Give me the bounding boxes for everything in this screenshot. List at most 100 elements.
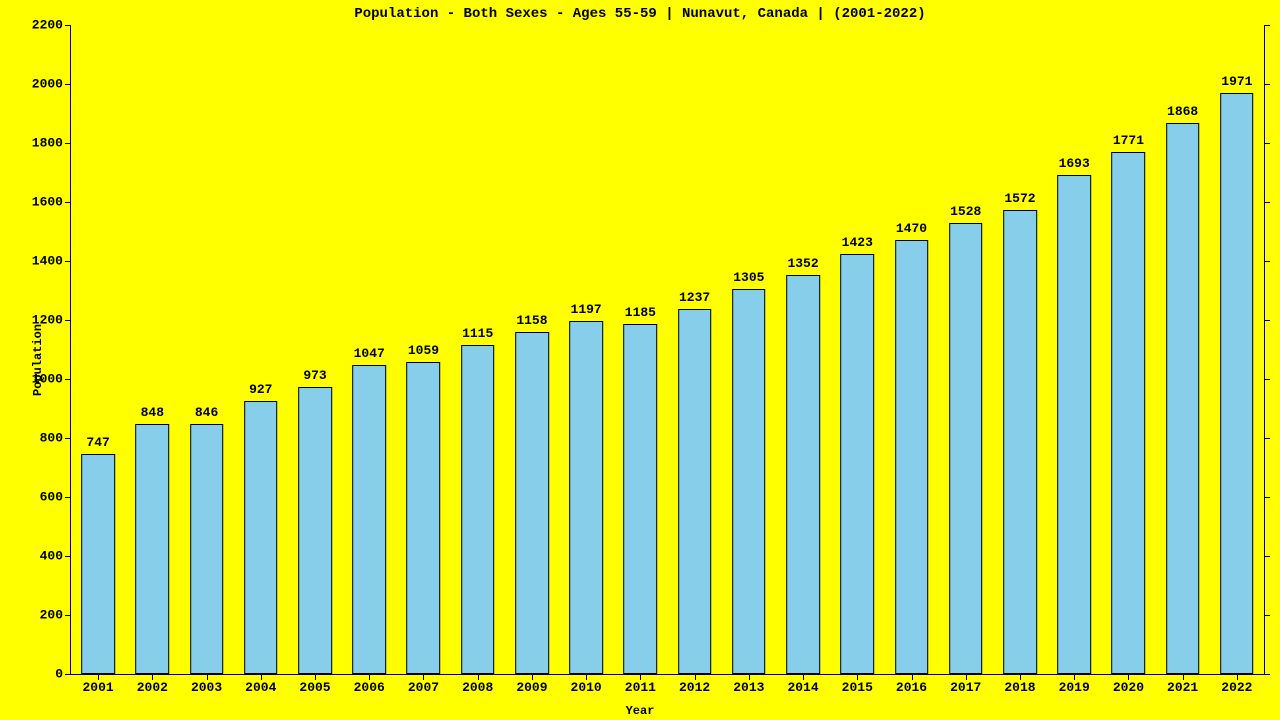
ytick <box>1264 261 1270 262</box>
bar <box>515 332 549 674</box>
bar-slot: 16932019 <box>1047 25 1101 674</box>
plot-area: 0200400600800100012001400160018002000220… <box>70 25 1265 675</box>
bar <box>624 324 658 674</box>
bar-value-label: 1572 <box>1004 191 1035 206</box>
bar <box>678 309 712 674</box>
bar <box>190 424 224 674</box>
bar <box>461 345 495 674</box>
ytick-label: 1200 <box>32 313 71 328</box>
bar <box>840 254 874 674</box>
ytick-label: 400 <box>40 549 71 564</box>
bar-slot: 13052013 <box>722 25 776 674</box>
bar-slot: 15722018 <box>993 25 1047 674</box>
bar-value-label: 1352 <box>787 256 818 271</box>
xtick-label: 2009 <box>516 674 547 695</box>
bar <box>407 362 441 674</box>
bar-value-label: 747 <box>86 435 109 450</box>
bar <box>895 240 929 674</box>
xtick-label: 2015 <box>842 674 873 695</box>
ytick <box>1264 25 1270 26</box>
ytick <box>1264 202 1270 203</box>
bar-slot: 13522014 <box>776 25 830 674</box>
ytick <box>1264 615 1270 616</box>
xtick-label: 2002 <box>137 674 168 695</box>
bar-value-label: 1971 <box>1221 74 1252 89</box>
bar-slot: 14232015 <box>830 25 884 674</box>
bar-slot: 14702016 <box>884 25 938 674</box>
ytick-label: 1000 <box>32 372 71 387</box>
xtick-label: 2016 <box>896 674 927 695</box>
ytick-label: 0 <box>55 667 71 682</box>
bar <box>949 223 983 674</box>
xtick-label: 2018 <box>1004 674 1035 695</box>
bar-slot: 7472001 <box>71 25 125 674</box>
bar-slot: 9272004 <box>234 25 288 674</box>
bar-slot: 8462003 <box>179 25 233 674</box>
bar <box>136 424 170 674</box>
bar <box>786 275 820 674</box>
bar-value-label: 1158 <box>516 313 547 328</box>
ytick <box>1264 84 1270 85</box>
xtick-label: 2005 <box>299 674 330 695</box>
bar <box>244 401 278 674</box>
bar-slot: 10592007 <box>396 25 450 674</box>
bar-value-label: 1237 <box>679 290 710 305</box>
bar-slot: 10472006 <box>342 25 396 674</box>
xtick-label: 2013 <box>733 674 764 695</box>
xtick-label: 2001 <box>83 674 114 695</box>
xtick-label: 2006 <box>354 674 385 695</box>
ytick-label: 2200 <box>32 18 71 33</box>
bar-slot: 19712022 <box>1210 25 1264 674</box>
bar-value-label: 1185 <box>625 305 656 320</box>
bar-slot: 18682021 <box>1156 25 1210 674</box>
bar-slot: 9732005 <box>288 25 342 674</box>
bar-value-label: 1868 <box>1167 104 1198 119</box>
xtick-label: 2022 <box>1221 674 1252 695</box>
bar-value-label: 1470 <box>896 221 927 236</box>
x-axis-label: Year <box>0 704 1280 718</box>
bar-slot: 11152008 <box>451 25 505 674</box>
bar-value-label: 973 <box>303 368 326 383</box>
bar-slot: 8482002 <box>125 25 179 674</box>
bar-slot: 12372012 <box>668 25 722 674</box>
bar-slot: 11852011 <box>613 25 667 674</box>
bar-slot: 11972010 <box>559 25 613 674</box>
bar-value-label: 846 <box>195 405 218 420</box>
bar <box>81 454 115 674</box>
bar-value-label: 1423 <box>842 235 873 250</box>
xtick-label: 2004 <box>245 674 276 695</box>
bar-value-label: 1115 <box>462 326 493 341</box>
ytick <box>1264 497 1270 498</box>
ytick-label: 1600 <box>32 195 71 210</box>
bar <box>298 387 332 674</box>
xtick-label: 2014 <box>787 674 818 695</box>
ytick <box>1264 379 1270 380</box>
bar-value-label: 1305 <box>733 270 764 285</box>
bar-value-label: 1528 <box>950 204 981 219</box>
bar-value-label: 1693 <box>1059 156 1090 171</box>
xtick-label: 2010 <box>571 674 602 695</box>
bar-slot: 17712020 <box>1101 25 1155 674</box>
xtick-label: 2012 <box>679 674 710 695</box>
bar-value-label: 1059 <box>408 343 439 358</box>
ytick <box>1264 320 1270 321</box>
xtick-label: 2007 <box>408 674 439 695</box>
bar-value-label: 1197 <box>571 302 602 317</box>
ytick-label: 600 <box>40 490 71 505</box>
bar <box>569 321 603 674</box>
bar-value-label: 1771 <box>1113 133 1144 148</box>
ytick-label: 2000 <box>32 77 71 92</box>
ytick <box>1264 674 1270 675</box>
ytick-label: 1800 <box>32 136 71 151</box>
bar <box>1003 210 1037 674</box>
bar <box>1166 123 1200 674</box>
ytick <box>1264 556 1270 557</box>
bar <box>732 289 766 674</box>
ytick-label: 200 <box>40 608 71 623</box>
xtick-label: 2021 <box>1167 674 1198 695</box>
bar-slot: 15282017 <box>939 25 993 674</box>
bar <box>1057 175 1091 674</box>
xtick-label: 2003 <box>191 674 222 695</box>
bar-value-label: 848 <box>141 405 164 420</box>
ytick-label: 800 <box>40 431 71 446</box>
